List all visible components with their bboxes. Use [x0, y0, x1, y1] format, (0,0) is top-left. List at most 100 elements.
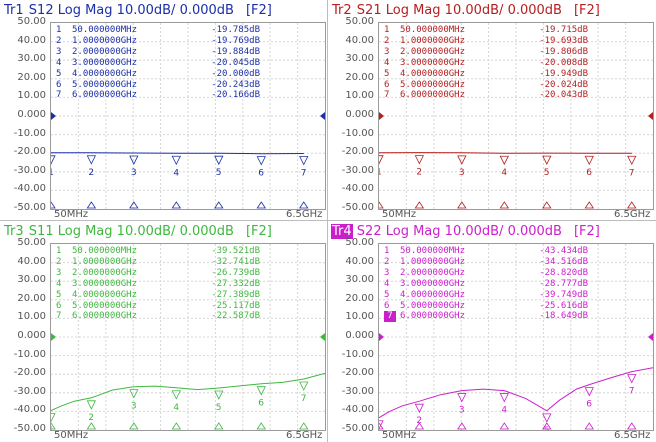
- marker-number: 2: [384, 35, 390, 46]
- marker-label: 4: [173, 403, 179, 413]
- measurement-parameter: S12: [28, 3, 54, 18]
- bottom-marker-indicator: [499, 201, 510, 209]
- marker-value: -32.741dB: [211, 256, 260, 267]
- y-tick-label: 0.000: [17, 109, 46, 120]
- marker-value: -20.045dB: [211, 57, 260, 68]
- marker-row: 2 1.0000000GHz -32.741dB: [56, 257, 260, 268]
- y-tick-label: -40.00: [13, 183, 46, 195]
- bottom-marker-indicator: [457, 422, 467, 430]
- y-tick-label: 0.000: [17, 330, 46, 341]
- marker-number: 7: [384, 311, 396, 323]
- marker-label: 6: [586, 400, 592, 410]
- marker-1: [51, 413, 56, 423]
- bottom-marker-indicator: [171, 422, 182, 430]
- marker-value: -39.749dB: [539, 289, 588, 300]
- y-tick-label: 30.00: [17, 53, 46, 65]
- y-tick-label: 40.00: [345, 255, 374, 267]
- marker-row: 7 6.0000000GHz -18.649dB: [384, 311, 588, 323]
- bottom-marker-indicator: [214, 201, 224, 209]
- scale-label: 10.00dB/: [444, 224, 504, 239]
- x-start-label: 50MHz: [54, 209, 89, 220]
- function-key-label: [F2]: [573, 224, 600, 239]
- trace-title[interactable]: Tr1 S12 Log Mag 10.00dB/ 0.000dB [F2]: [0, 0, 328, 21]
- marker-row: 1 50.000000MHz -39.521dB: [56, 246, 260, 257]
- trace-pane-tr1[interactable]: Tr1 S12 Log Mag 10.00dB/ 0.000dB [F2] 50.0…: [0, 0, 328, 221]
- marker-2: [414, 403, 425, 414]
- marker-frequency: 3.0000000GHz: [72, 57, 138, 68]
- marker-row: 6 5.0000000GHz -25.616dB: [384, 301, 588, 312]
- plot-area[interactable]: 1234567: [50, 243, 326, 431]
- marker-number: 1: [384, 246, 390, 256]
- marker-number: 3: [56, 267, 62, 278]
- marker-value: -28.820dB: [539, 267, 588, 278]
- trace-line-S22: [379, 367, 653, 419]
- marker-frequency: 2.0000000GHz: [72, 46, 138, 57]
- measurement-parameter: S21: [356, 3, 382, 18]
- plot-area[interactable]: 1234567: [378, 243, 654, 431]
- trace-pane-tr3[interactable]: Tr3 S11 Log Mag 10.00dB/ 0.000dB [F2] 50.0…: [0, 221, 328, 442]
- marker-row: 4 3.0000000GHz -27.332dB: [56, 279, 260, 290]
- trace-graph: 1234567: [51, 23, 325, 209]
- y-tick-label: 40.00: [17, 255, 46, 267]
- marker-4: [171, 155, 181, 166]
- marker-6: [256, 156, 266, 166]
- y-tick-label: -40.00: [13, 404, 46, 416]
- marker-row: 6 5.0000000GHz -25.117dB: [56, 301, 260, 312]
- trace-line-S11: [51, 372, 325, 411]
- marker-frequency: 4.0000000GHz: [72, 289, 138, 300]
- marker-3: [129, 155, 139, 165]
- marker-row: 2 1.0000000GHz -34.516dB: [384, 257, 588, 268]
- trace-graph: 1234567: [379, 244, 653, 430]
- marker-4: [499, 393, 509, 403]
- format-label: Log Mag: [57, 224, 113, 239]
- x-start-label: 50MHz: [382, 209, 417, 220]
- plot-area[interactable]: 1234567: [50, 22, 326, 210]
- trace-pane-tr4[interactable]: Tr4 S22 Log Mag 10.00dB/ 0.000dB [F2] 50.0…: [328, 221, 656, 442]
- y-tick-label: 50.00: [17, 237, 46, 248]
- marker-value: -20.043dB: [539, 90, 588, 101]
- marker-2: [414, 155, 425, 165]
- y-tick-label: -20.00: [341, 367, 374, 379]
- marker-value: -20.243dB: [211, 79, 260, 90]
- marker-value: -39.521dB: [211, 246, 260, 256]
- marker-label: 4: [173, 168, 179, 178]
- trace-title[interactable]: Tr4 S22 Log Mag 10.00dB/ 0.000dB [F2]: [328, 221, 656, 242]
- plot-area[interactable]: 1234567: [378, 22, 654, 210]
- scale-label: 10.00dB/: [116, 3, 176, 18]
- y-tick-label: 30.00: [345, 53, 374, 65]
- y-tick-label: 0.000: [345, 109, 374, 120]
- trace-title[interactable]: Tr3 S11 Log Mag 10.00dB/ 0.000dB [F2]: [0, 221, 328, 242]
- marker-frequency: 2.0000000GHz: [72, 267, 138, 278]
- marker-row: 4 3.0000000GHz -20.045dB: [56, 58, 260, 69]
- scale-label: 10.00dB/: [444, 3, 504, 18]
- reference-level-arrow: [379, 333, 384, 341]
- y-tick-label: -30.00: [341, 164, 374, 176]
- marker-number: 6: [56, 300, 62, 311]
- marker-value: -43.434dB: [539, 246, 588, 256]
- marker-frequency: 6.0000000GHz: [72, 90, 138, 101]
- reference-label: 0.000dB: [507, 3, 562, 18]
- marker-number: 6: [384, 79, 390, 90]
- format-label: Log Mag: [57, 3, 113, 18]
- marker-row: 6 5.0000000GHz -20.243dB: [56, 80, 260, 91]
- trace-number-label: Tr2: [332, 3, 352, 18]
- x-start-label: 50MHz: [382, 430, 417, 441]
- marker-number: 1: [384, 25, 390, 35]
- marker-label: 7: [629, 387, 635, 397]
- bottom-marker-indicator: [129, 201, 139, 209]
- trace-title[interactable]: Tr2 S21 Log Mag 10.00dB/ 0.000dB [F2]: [328, 0, 656, 21]
- bottom-marker-indicator: [542, 422, 552, 430]
- marker-label: 7: [301, 394, 307, 404]
- marker-3: [457, 393, 467, 403]
- trace-pane-tr2[interactable]: Tr2 S21 Log Mag 10.00dB/ 0.000dB [F2] 50.0…: [328, 0, 656, 221]
- marker-value: -28.777dB: [539, 278, 588, 289]
- marker-frequency: 4.0000000GHz: [400, 289, 466, 300]
- y-tick-label: -50.00: [13, 202, 46, 213]
- bottom-marker-indicator: [129, 422, 139, 430]
- marker-label: 3: [131, 168, 137, 178]
- marker-5: [542, 413, 552, 423]
- y-tick-label: -30.00: [13, 164, 46, 176]
- marker-row: 3 2.0000000GHz -19.806dB: [384, 47, 588, 58]
- marker-7: [627, 155, 637, 166]
- trace-line-S12: [51, 152, 304, 155]
